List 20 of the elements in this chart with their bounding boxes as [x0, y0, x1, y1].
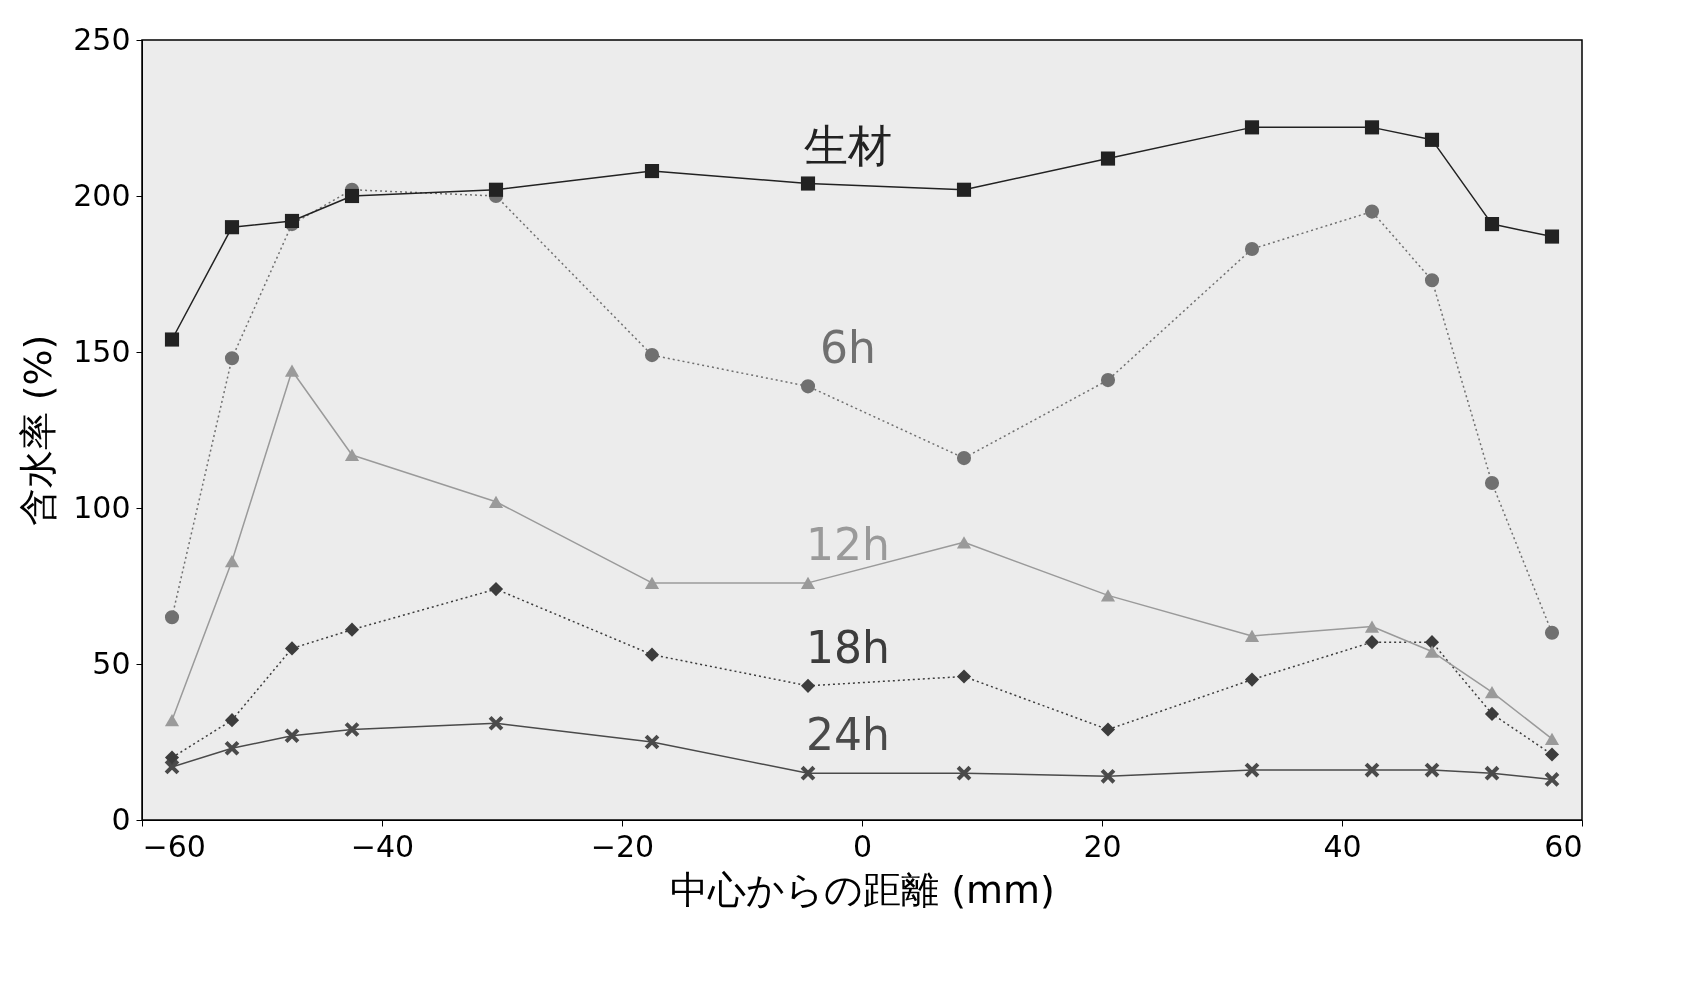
series-label: 12h	[806, 518, 890, 570]
y-tick-label: 50	[92, 645, 131, 681]
y-axis-title: 含水率 (%)	[16, 334, 61, 527]
x-axis-title: 中心からの距離 (mm)	[670, 867, 1055, 912]
y-tick-label: 0	[111, 801, 131, 837]
y-tick-label: 200	[73, 177, 131, 213]
x-tick-label: 0	[852, 828, 873, 864]
series-label: 6h	[820, 322, 876, 374]
y-tick-label: 100	[73, 489, 131, 525]
y-tick-label: 150	[73, 333, 131, 369]
series-label: 24h	[806, 709, 890, 761]
x-tick-label: 40	[1323, 828, 1362, 864]
series-label: 18h	[806, 621, 890, 673]
series-label: 生材	[804, 119, 892, 171]
x-tick-label: −60	[142, 828, 206, 864]
y-tick-label: 250	[73, 21, 131, 57]
x-tick-label: 20	[1083, 828, 1122, 864]
x-tick-label: −20	[590, 828, 655, 864]
x-tick-label: −40	[350, 828, 415, 864]
x-tick-label: 60	[1544, 828, 1583, 864]
